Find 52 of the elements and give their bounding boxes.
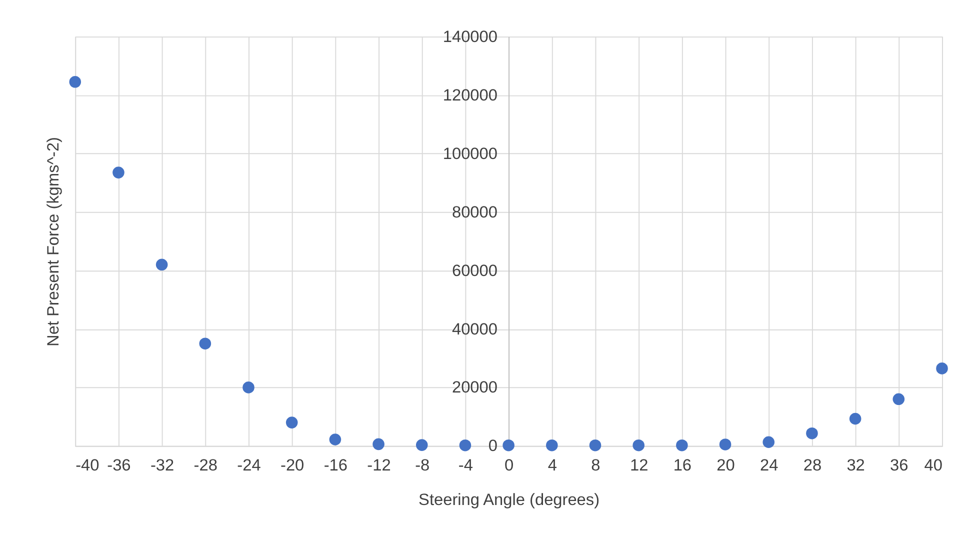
x-tick-label: 28 <box>803 456 822 474</box>
y-tick-label: 40000 <box>452 320 498 338</box>
point <box>199 338 212 350</box>
x-tick-label: -20 <box>280 456 304 474</box>
point <box>892 393 905 406</box>
x-tick-label: 8 <box>591 456 600 474</box>
point <box>502 439 514 452</box>
point <box>762 436 775 448</box>
x-tick-label: 32 <box>846 456 865 474</box>
x-tick-label: -28 <box>194 456 218 474</box>
point <box>286 416 298 428</box>
y-tick-label: 140000 <box>442 28 498 46</box>
point <box>156 258 168 271</box>
point <box>936 362 948 374</box>
point <box>459 439 472 452</box>
x-tick-label: 0 <box>504 456 514 474</box>
x-tick-label: -36 <box>107 456 131 474</box>
point <box>676 439 688 452</box>
x-tick-label: -12 <box>367 456 391 474</box>
y-tick-label: 60000 <box>452 262 498 280</box>
x-tick-label: 24 <box>760 456 778 474</box>
point <box>589 439 602 452</box>
point <box>242 382 254 394</box>
x-tick-label: -40 <box>76 456 100 474</box>
y-tick-label: 0 <box>488 437 498 456</box>
y-tick-label: 20000 <box>452 378 498 397</box>
x-tick-label: -8 <box>415 456 430 474</box>
x-tick-label: 4 <box>548 456 557 474</box>
x-tick-label: 16 <box>673 456 692 474</box>
x-tick-label: -4 <box>458 456 473 474</box>
point <box>849 412 862 425</box>
point <box>546 439 558 452</box>
point <box>632 439 644 452</box>
x-tick-label: -32 <box>150 456 174 474</box>
point <box>69 76 82 88</box>
point <box>112 166 124 178</box>
y-axis-title: Net Present Force (kgms^-2) <box>44 136 62 346</box>
y-tick-label: 120000 <box>442 86 498 104</box>
point <box>372 438 384 450</box>
x-tick-label: -24 <box>237 456 261 474</box>
point <box>719 438 732 450</box>
x-tick-label: 20 <box>716 456 735 474</box>
point <box>416 439 428 451</box>
point <box>329 434 342 446</box>
y-tick-label: 80000 <box>452 203 498 222</box>
x-axis-title: Steering Angle (degrees) <box>418 491 600 510</box>
x-tick-label: 36 <box>890 456 908 474</box>
x-tick-label: -16 <box>324 456 348 474</box>
x-tick-label: 12 <box>630 456 648 474</box>
point <box>806 427 818 440</box>
x-tick-label: 40 <box>924 456 942 474</box>
y-tick-label: 100000 <box>442 144 498 163</box>
